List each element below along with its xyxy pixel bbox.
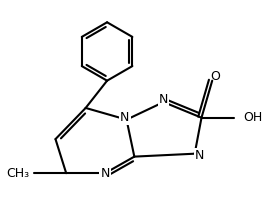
Text: N: N: [159, 93, 168, 106]
Text: N: N: [120, 111, 129, 124]
Text: CH₃: CH₃: [6, 167, 29, 180]
Text: N: N: [100, 167, 110, 180]
Text: N: N: [195, 149, 204, 162]
Text: OH: OH: [243, 111, 263, 124]
Text: O: O: [210, 70, 220, 83]
